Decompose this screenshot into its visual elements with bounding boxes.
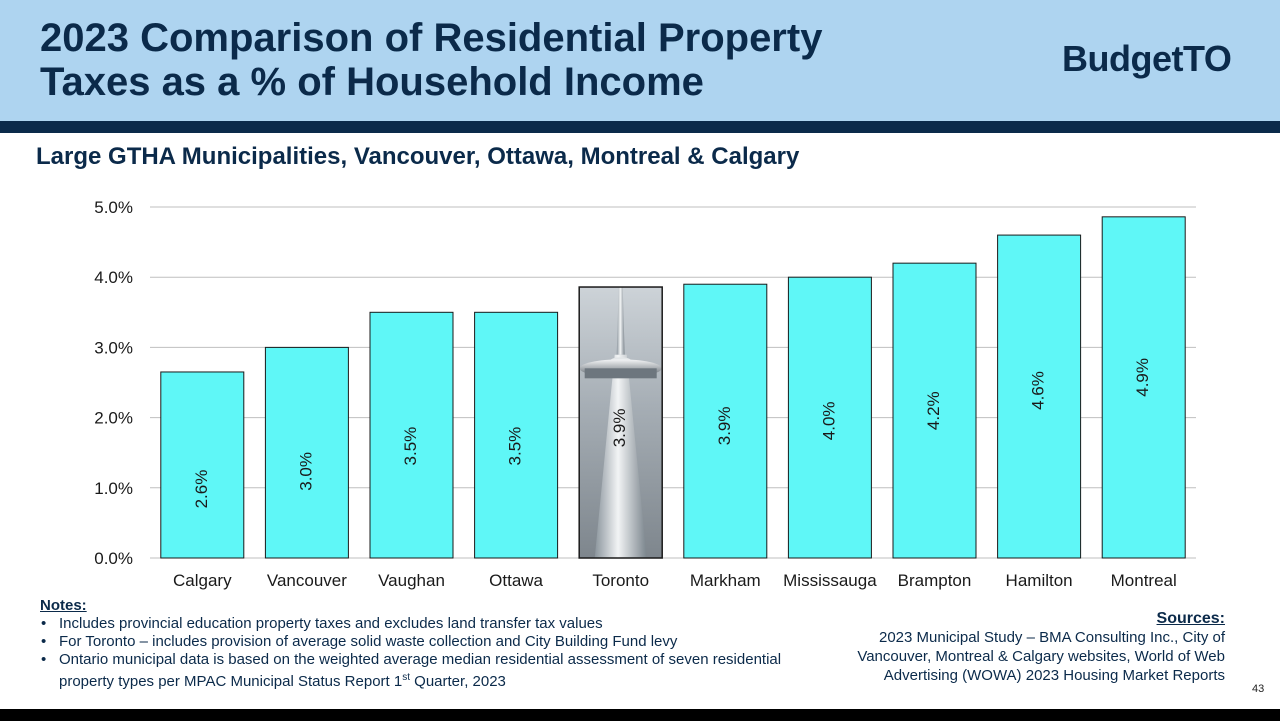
data-label: 4.2% xyxy=(924,391,943,430)
x-axis-labels: Calgary Vancouver Vaughan Ottawa Toronto Mark… xyxy=(173,571,1177,590)
y-tick-label: 4.0% xyxy=(94,268,133,287)
logo-word-budget: Budget xyxy=(1062,38,1183,79)
data-label: 4.9% xyxy=(1133,358,1152,397)
bar-chart: 0.0% 1.0% 2.0% 3.0% 4.0% 5.0% 2.6% 3.0% 3.5% 3.5… xyxy=(94,198,1196,590)
data-label: 3.0% xyxy=(296,452,315,491)
bar xyxy=(160,371,245,559)
x-tick-label: Calgary xyxy=(173,571,232,590)
bar xyxy=(787,276,872,559)
x-tick-label: Brampton xyxy=(898,571,972,590)
note-text-end: Quarter, 2023 xyxy=(410,673,506,690)
data-label: 4.0% xyxy=(819,401,838,440)
data-label: 3.5% xyxy=(506,427,525,466)
x-tick-label: Ottawa xyxy=(489,571,543,590)
notes-heading: Notes: xyxy=(40,597,87,614)
footer-bar xyxy=(0,709,1280,721)
logo-word-to: TO xyxy=(1182,38,1232,79)
sources-heading: Sources: xyxy=(1156,610,1225,627)
header-band xyxy=(0,0,1280,121)
sources-line: Vancouver, Montreal & Calgary websites, … xyxy=(857,648,1225,665)
y-tick-label: 0.0% xyxy=(94,549,133,568)
budgetto-logo: BudgetTO xyxy=(1062,38,1232,80)
y-tick-label: 3.0% xyxy=(94,338,133,357)
tower-shaft xyxy=(594,354,647,558)
y-axis-ticks: 0.0% 1.0% 2.0% 3.0% 4.0% 5.0% xyxy=(94,198,133,568)
sources-line: Advertising (WOWA) 2023 Housing Market R… xyxy=(883,667,1225,684)
data-labels: 2.6% 3.0% 3.5% 3.5% 3.9% 3.9% 4.0% 4.2% 4.6% 4.9% xyxy=(192,358,1152,508)
notes-section: Notes: Includes provincial education pro… xyxy=(40,597,800,691)
note-item: For Toronto – includes provision of aver… xyxy=(40,633,800,651)
y-tick-label: 1.0% xyxy=(94,479,133,498)
bar xyxy=(1101,216,1186,559)
note-item: Ontario municipal data is based on the w… xyxy=(40,651,800,691)
x-tick-label: Montreal xyxy=(1111,571,1177,590)
bar xyxy=(578,286,663,559)
x-tick-label: Vaughan xyxy=(378,571,445,590)
page-number: 43 xyxy=(1252,683,1265,695)
bar xyxy=(892,262,977,559)
data-label: 3.5% xyxy=(401,427,420,466)
x-tick-label: Toronto xyxy=(592,571,649,590)
title-line-2: Taxes as a % of Household Income xyxy=(40,60,704,104)
x-tick-label: Mississauga xyxy=(783,571,877,590)
data-label: 2.6% xyxy=(192,470,211,509)
sources-section: Sources: 2023 Municipal Study – BMA Cons… xyxy=(805,609,1225,685)
data-label: 3.9% xyxy=(610,409,629,448)
bar-toronto-image xyxy=(578,286,663,559)
sources-line: 2023 Municipal Study – BMA Consulting In… xyxy=(878,629,1225,646)
data-label: 4.6% xyxy=(1029,371,1048,410)
slide-title: 2023 Comparison of Residential Property T… xyxy=(40,16,822,104)
note-item: Includes provincial education property t… xyxy=(40,615,800,633)
bars xyxy=(160,216,1186,559)
bar xyxy=(474,311,559,559)
bar xyxy=(369,311,454,559)
y-tick-label: 5.0% xyxy=(94,198,133,217)
x-tick-label: Hamilton xyxy=(1006,571,1073,590)
note-superscript: st xyxy=(402,672,410,683)
tower-antenna xyxy=(616,287,625,355)
bar xyxy=(683,283,768,559)
chart-subtitle: Large GTHA Municipalities, Vancouver, Ot… xyxy=(36,143,800,170)
title-line-1: 2023 Comparison of Residential Property xyxy=(40,16,823,60)
y-tick-label: 2.0% xyxy=(94,409,133,428)
note-text: Ontario municipal data is based on the w… xyxy=(59,651,782,690)
data-label: 3.9% xyxy=(715,407,734,446)
x-tick-label: Vancouver xyxy=(267,571,347,590)
header-divider xyxy=(0,121,1280,133)
bar xyxy=(997,234,1082,559)
tower-pod-band xyxy=(584,368,657,379)
notes-list: Includes provincial education property t… xyxy=(40,615,800,691)
x-tick-label: Markham xyxy=(690,571,761,590)
bar xyxy=(264,346,349,559)
